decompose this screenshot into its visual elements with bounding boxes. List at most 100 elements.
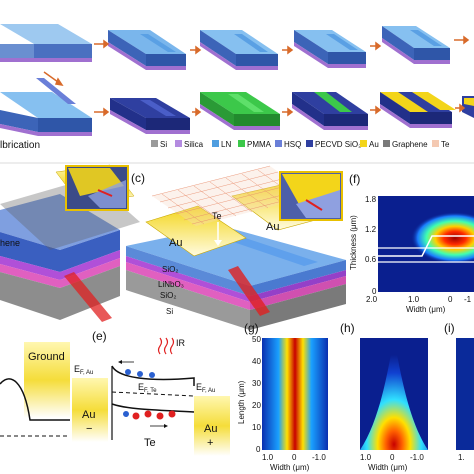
- h-xtick-1: 1.0: [360, 453, 372, 462]
- c-au-right-label: Au: [266, 221, 279, 233]
- flow-arrows: [43, 35, 470, 117]
- f-ylabel: Thickness (μm): [349, 215, 358, 270]
- panel-d: Ground: [0, 342, 70, 437]
- f-ytick-3: 0.6: [365, 255, 377, 264]
- e-electron-1: [125, 369, 131, 375]
- legend-label-pecvd: PECVD SiO₂: [315, 140, 361, 149]
- b-laser-beam: [64, 272, 112, 322]
- fab-step-6: [110, 98, 190, 134]
- material-legend: Si Silica LN PMMA HSQ PECVD SiO₂ Au Grap…: [151, 140, 450, 149]
- e-left-level: EF, Au: [74, 364, 93, 376]
- c-panel-tag: (c): [131, 171, 145, 185]
- e-right-level: EF, Au: [196, 382, 215, 394]
- g-ytick-4: 20: [252, 401, 261, 410]
- e-au-left-sign: −: [86, 423, 92, 435]
- c-te-label: Te: [212, 211, 222, 221]
- legend-swatch-silica: [175, 140, 182, 147]
- panel-f: (f) 1.8 1.2 0.6 0 Thickness (μm) 2.0 1.0…: [349, 172, 474, 314]
- d-ground-electrode: [24, 342, 70, 418]
- fab-step-1: [0, 24, 92, 62]
- fab-step-4: [294, 30, 366, 68]
- c-laser-beam: [228, 266, 270, 316]
- f-mode-profile: [411, 212, 474, 264]
- e-ir-wave-3: [169, 337, 175, 355]
- h-mode-profile: [360, 338, 428, 450]
- b-graphene-label: hene: [0, 238, 20, 248]
- fab-step-2: [108, 30, 186, 70]
- e-valence-band: [111, 403, 195, 413]
- e-electron-4: [123, 411, 129, 417]
- f-xtick-2: 1.0: [408, 295, 420, 304]
- e-hole-1: [132, 412, 140, 420]
- f-ytick-2: 1.2: [365, 225, 377, 234]
- g-ytick-3: 30: [252, 379, 261, 388]
- legend-swatch-pmma: [238, 140, 245, 147]
- g-xlabel: Width (μm): [270, 463, 310, 472]
- g-ytick-1: 50: [252, 335, 261, 344]
- legend-swatch-ln: [212, 140, 219, 147]
- fab-step-7: [200, 92, 280, 130]
- panel-a: lbrication Si Silica LN PMMA HSQ PECVD S…: [0, 24, 474, 151]
- panel-g: (g) 50 40 30 20 10 0 Length (μm) 1.0 0 -…: [237, 321, 328, 472]
- c-au-left-label: Au: [169, 237, 182, 249]
- fab-step-10: [462, 96, 474, 118]
- i-xtick-1: 1.: [458, 453, 465, 462]
- f-xtick-4: -1: [464, 295, 472, 304]
- legend-label-si: Si: [160, 140, 167, 149]
- panel-h: (h) 1.0 0 -1.0 Width (μm): [340, 321, 428, 472]
- e-ir-wave-1: [157, 337, 163, 355]
- g-xtick-3: -1.0: [312, 453, 326, 462]
- e-hole-3: [156, 412, 164, 420]
- c-layer-sio2-bottom: SiO₂: [160, 291, 176, 300]
- b-inset-beam: [97, 189, 113, 197]
- e-panel-tag: (e): [92, 329, 107, 343]
- fab-step-9: [380, 92, 456, 128]
- legend-swatch-hsq: [275, 140, 282, 147]
- legend-label-te: Te: [441, 140, 450, 149]
- c-layer-linbo3: LiNbO₃: [158, 280, 184, 289]
- d-band-curve: [0, 378, 70, 421]
- e-ir-label: IR: [176, 338, 186, 348]
- legend-swatch-au: [360, 140, 367, 147]
- e-hole-2: [144, 410, 152, 418]
- f-xtick-1: 2.0: [366, 295, 378, 304]
- e-au-left-label: Au: [82, 409, 95, 421]
- h-panel-tag: (h): [340, 321, 355, 335]
- fab-step-5: [382, 26, 450, 64]
- g-mode-plot: [262, 338, 328, 450]
- f-waveguide-outline: [378, 235, 474, 257]
- i-panel-tag: (i): [444, 321, 455, 335]
- panel-i: (i) 1.: [444, 321, 474, 462]
- f-ytick-1: 1.8: [365, 195, 377, 204]
- e-au-left-electrode: [72, 378, 108, 442]
- fab-step-3: [200, 30, 278, 70]
- panel-b: Au hene: [0, 164, 140, 322]
- panel-e: (e) EF, Au EF, Au Au − Au + EF, Te IR T: [72, 329, 230, 456]
- g-panel-tag: (g): [244, 321, 259, 335]
- g-ytick-2: 40: [252, 357, 261, 366]
- c-layer-si: Si: [166, 307, 173, 316]
- legend-label-ln: LN: [221, 140, 231, 149]
- g-xtick-2: 0: [292, 453, 297, 462]
- g-xtick-1: 1.0: [262, 453, 274, 462]
- f-xtick-3: 0: [448, 295, 453, 304]
- fab-step-start: [0, 78, 92, 136]
- e-au-right-label: Au: [204, 423, 217, 435]
- h-xlabel: Width (μm): [368, 463, 408, 472]
- h-xtick-2: 0: [390, 453, 395, 462]
- e-electron-3: [149, 372, 155, 378]
- legend-swatch-pecvd: [306, 140, 313, 147]
- c-au-left-pad: [145, 205, 247, 257]
- e-electron-2: [137, 371, 143, 377]
- g-ylabel: Length (μm): [237, 380, 246, 424]
- f-xlabel: Width (μm): [406, 305, 446, 314]
- legend-swatch-si: [151, 140, 158, 147]
- g-ytick-5: 10: [252, 423, 261, 432]
- legend-swatch-graphene: [383, 140, 390, 147]
- e-te-level: EF, Te: [138, 382, 157, 394]
- e-au-right-electrode: [194, 396, 230, 456]
- i-mode-plot: [456, 338, 474, 450]
- e-hole-4: [168, 410, 176, 418]
- f-panel-tag: (f): [349, 172, 360, 186]
